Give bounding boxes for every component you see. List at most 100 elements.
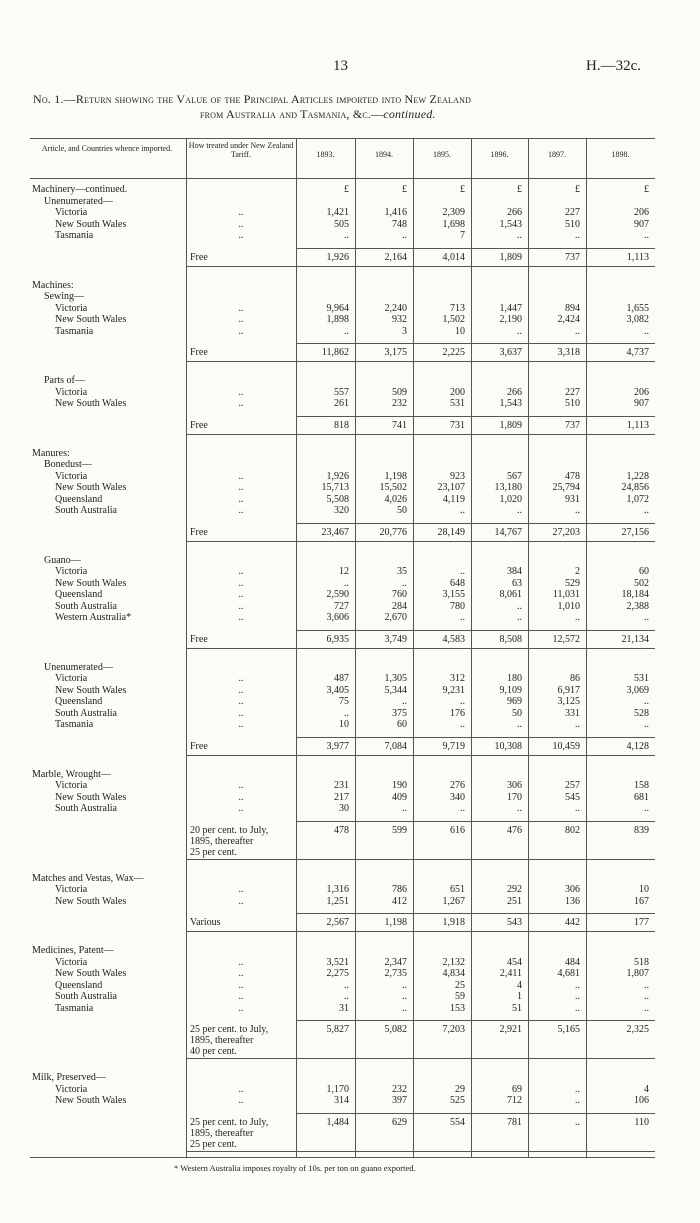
cell-value: 502 — [634, 577, 649, 589]
rule — [186, 265, 655, 267]
row-label: Western Australia* — [55, 612, 132, 623]
cell-value: 484 — [565, 956, 580, 968]
cell-value: 306 — [565, 884, 580, 895]
tariff: .. — [238, 493, 244, 505]
cell-value: 292 — [507, 884, 522, 895]
cell-value: 1,543 — [499, 398, 523, 409]
cell-value: 266 — [507, 207, 522, 218]
cell-value: 2,411 — [499, 968, 522, 979]
section-title: Milk, Preserved— — [32, 1072, 106, 1083]
cell-value: 3,125 — [557, 696, 581, 707]
row-label: South Australia — [55, 505, 117, 516]
cell-value: 907 — [634, 218, 649, 230]
cell-value: 1,198 — [384, 470, 408, 482]
total-value: 554 — [450, 1116, 465, 1128]
cell-value: 320 — [334, 505, 349, 516]
cell-value: 651 — [450, 884, 465, 895]
total-value: 1,113 — [626, 419, 649, 431]
total-value: 4,128 — [626, 740, 650, 752]
cell-value: .. — [460, 612, 465, 623]
cell-value: 1,072 — [626, 493, 650, 505]
cell-value: 2,735 — [384, 968, 408, 979]
row-label: Victoria — [55, 386, 88, 398]
cell-value: 63 — [512, 577, 522, 589]
row-label: Victoria — [55, 1083, 88, 1095]
total-value: 2,325 — [626, 1024, 650, 1035]
cell-value: 51 — [512, 1002, 522, 1014]
cell-value: 748 — [392, 218, 407, 230]
cell-value: 4,026 — [384, 493, 408, 505]
cell-value: .. — [575, 803, 580, 814]
total-value: 4,737 — [626, 347, 650, 358]
cell-value: .. — [644, 979, 649, 991]
section-title: Medicines, Patent— — [32, 945, 114, 956]
cell-value: 487 — [334, 673, 349, 684]
total-tariff: 20 per cent. to July, 1895, thereafter 2… — [190, 824, 269, 858]
tariff: .. — [238, 505, 244, 516]
cell-value: 23,107 — [437, 482, 466, 493]
total-value: 110 — [634, 1116, 649, 1128]
cell-value: .. — [575, 991, 580, 1002]
cell-value: 8,061 — [499, 589, 523, 600]
row-label: Tasmania — [55, 230, 94, 241]
column-header: 1896. — [490, 150, 509, 159]
tariff: .. — [238, 803, 244, 814]
total-value: 5,165 — [557, 1024, 581, 1035]
row-label: Tasmania — [55, 1002, 94, 1014]
cell-value: 60 — [397, 719, 407, 730]
rule — [186, 1150, 655, 1152]
cell-value: 176 — [450, 707, 465, 719]
cell-value: 50 — [397, 505, 407, 516]
cell-value: 136 — [565, 895, 580, 907]
tariff: .. — [238, 566, 244, 577]
cell-value: 25,794 — [552, 482, 581, 493]
cell-value: .. — [517, 230, 522, 241]
tariff: .. — [238, 968, 244, 979]
tariff: .. — [238, 791, 244, 803]
row-label: Victoria — [55, 207, 88, 218]
cell-value: 18,184 — [621, 589, 650, 600]
total-value: 20,776 — [379, 526, 408, 538]
cell-value: 35 — [397, 566, 407, 577]
cell-value: 24,856 — [621, 482, 650, 493]
group-title: Guano— — [44, 554, 81, 566]
cell-value: .. — [517, 612, 522, 623]
tariff: .. — [238, 314, 244, 325]
rule — [296, 415, 655, 417]
cell-value: 397 — [392, 1095, 407, 1106]
tariff: .. — [238, 386, 244, 398]
total-value: 5,082 — [384, 1024, 408, 1035]
total-tariff: Free — [190, 347, 208, 358]
group-title: Unenumerated— — [44, 195, 113, 207]
section-title: Machinery—continued. — [32, 184, 128, 195]
cell-value: .. — [575, 325, 580, 337]
total-value: 4,014 — [442, 251, 466, 263]
cell-value: 3,606 — [326, 612, 350, 623]
cell-value: 3,521 — [326, 956, 350, 968]
cell-value: 167 — [634, 895, 649, 907]
cell-value: 231 — [334, 780, 349, 791]
cell-value: 2,590 — [326, 589, 350, 600]
total-value: 476 — [507, 824, 522, 836]
cell-value: 528 — [634, 707, 649, 719]
cell-value: 3 — [402, 325, 407, 337]
cell-value: 2,347 — [384, 956, 408, 968]
cell-value: 170 — [507, 791, 522, 803]
cell-value: .. — [402, 803, 407, 814]
total-value: 616 — [450, 824, 465, 836]
total-value: 1,809 — [499, 251, 523, 263]
group-title: Sewing— — [44, 291, 84, 302]
cell-value: 314 — [334, 1095, 349, 1106]
rule — [186, 754, 655, 756]
tariff: .. — [238, 884, 244, 895]
cell-value: 9,964 — [326, 302, 350, 314]
cell-value: 412 — [392, 895, 407, 907]
row-label: South Australia — [55, 707, 117, 719]
cell-value: .. — [575, 230, 580, 241]
cell-value: 760 — [392, 589, 407, 600]
cell-value: 227 — [565, 386, 580, 398]
cell-value: 10 — [455, 325, 465, 337]
cell-value: 1,926 — [326, 470, 350, 482]
cell-value: 4,119 — [442, 493, 465, 505]
total-value: 6,935 — [326, 633, 350, 645]
